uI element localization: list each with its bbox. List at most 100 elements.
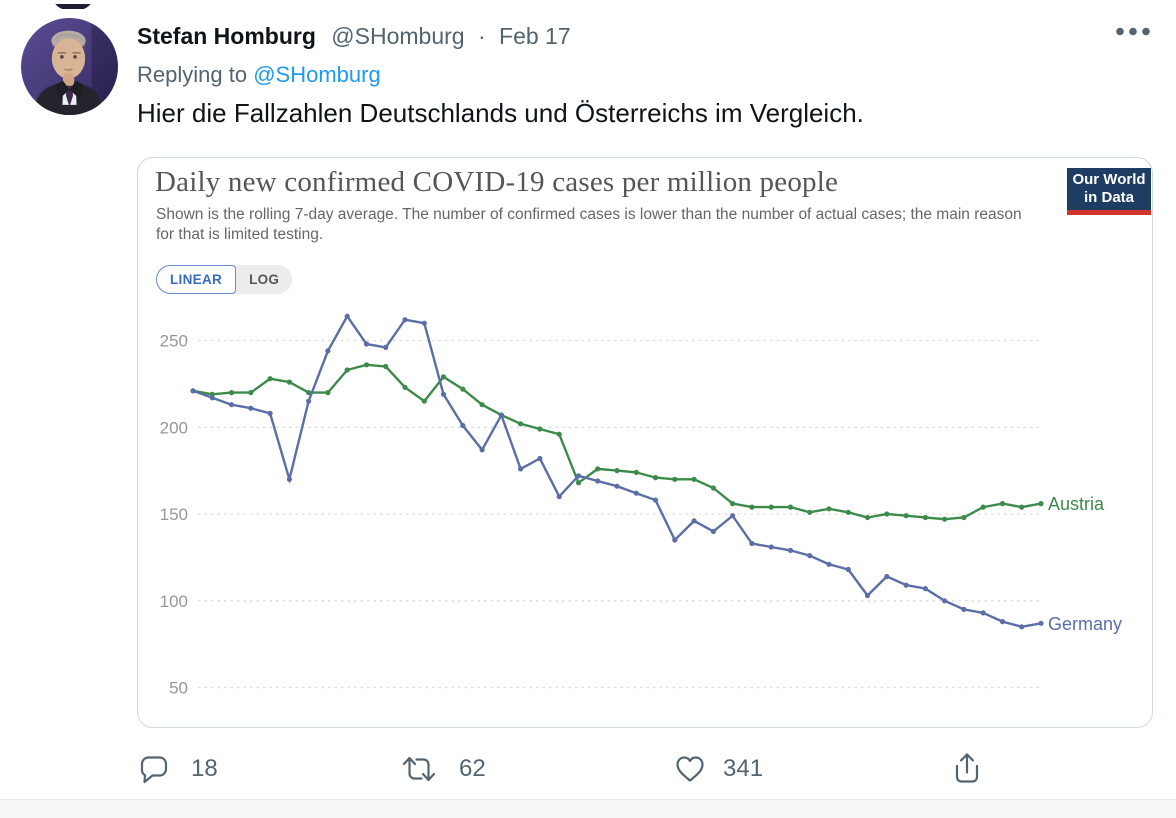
data-point <box>556 431 562 437</box>
data-point <box>730 513 736 519</box>
replying-to-label: Replying to <box>137 62 248 87</box>
data-point <box>363 341 370 347</box>
replying-row: Replying to @SHomburg <box>137 61 381 89</box>
data-point <box>980 610 986 616</box>
data-point <box>248 405 254 411</box>
data-point <box>922 514 929 521</box>
y-axis-tick: 200 <box>160 418 188 437</box>
linear-button[interactable]: LINEAR <box>156 265 237 294</box>
data-point <box>267 410 273 416</box>
data-point <box>344 313 350 319</box>
replying-to-handle[interactable]: @SHomburg <box>253 62 381 87</box>
data-point <box>691 518 697 524</box>
data-point <box>595 466 601 472</box>
data-point <box>922 586 929 592</box>
data-point <box>826 506 832 512</box>
data-point <box>402 317 408 323</box>
data-point <box>190 388 196 394</box>
y-axis-tick: 100 <box>160 592 188 611</box>
tweet-date[interactable]: Feb 17 <box>499 23 571 49</box>
data-point <box>537 455 543 462</box>
share-button[interactable] <box>951 751 983 785</box>
data-point <box>633 469 639 475</box>
data-point <box>999 501 1006 507</box>
chart-subtitle: Shown is the rolling 7-day average. The … <box>156 206 1022 243</box>
data-point <box>864 592 871 599</box>
covid-cases-line-chart: 250 200 150 100 50 Austria Germany <box>160 313 1122 698</box>
data-point <box>460 422 466 429</box>
more-button[interactable] <box>1112 24 1156 39</box>
data-point <box>575 473 582 479</box>
previous-avatar-stub <box>48 0 98 9</box>
data-point <box>267 376 273 382</box>
data-point <box>479 447 485 453</box>
dot-separator: · <box>477 23 486 49</box>
data-point <box>518 421 524 427</box>
data-point <box>479 402 485 408</box>
bottom-divider-strip <box>0 799 1176 818</box>
data-point <box>614 483 620 489</box>
data-point <box>845 509 851 515</box>
data-point <box>1019 624 1025 630</box>
y-axis-tick: 50 <box>169 679 188 698</box>
scale-toggle: LINEAR LOG <box>156 265 293 294</box>
series-label-austria: Austria <box>1048 494 1105 514</box>
data-point <box>807 553 813 559</box>
series-label-germany: Germany <box>1048 614 1122 634</box>
y-axis-tick: 150 <box>160 505 188 524</box>
retweet-icon <box>402 756 436 782</box>
chart-title: Daily new confirmed COVID-19 cases per m… <box>155 166 839 198</box>
data-point <box>961 606 967 612</box>
share-icon <box>955 753 979 783</box>
data-point <box>421 320 427 326</box>
data-point <box>228 390 235 396</box>
data-point <box>633 490 639 496</box>
data-point <box>575 480 582 486</box>
owid-logo-red-bar <box>1067 210 1151 215</box>
author-name[interactable]: Stefan Homburg <box>137 23 316 49</box>
data-point <box>556 494 562 500</box>
data-point <box>864 514 871 521</box>
data-point <box>652 475 659 481</box>
data-point <box>325 390 331 396</box>
data-point <box>460 386 466 392</box>
owid-logo-line1: Our World <box>1072 171 1146 188</box>
data-point <box>614 468 620 474</box>
data-point <box>652 497 659 503</box>
reply-count: 18 <box>191 755 218 782</box>
data-point <box>942 516 948 522</box>
avatar[interactable] <box>21 18 118 115</box>
data-point <box>1038 620 1044 626</box>
data-point <box>980 504 986 510</box>
data-point <box>325 348 331 354</box>
data-point <box>672 537 678 543</box>
data-point <box>942 598 948 604</box>
data-point <box>999 619 1006 625</box>
owid-logo-line2: in Data <box>1083 189 1134 206</box>
data-point <box>807 509 813 515</box>
more-icon <box>1116 27 1150 36</box>
data-point <box>440 391 447 397</box>
data-point <box>768 504 774 510</box>
owid-chart-card: 250 200 150 100 50 Austria Germany Daily new c… <box>137 157 1153 728</box>
log-button[interactable]: LOG <box>249 272 280 287</box>
data-point <box>498 412 504 418</box>
series-line-austria <box>192 363 1042 521</box>
like-button[interactable]: 341 <box>674 753 763 785</box>
reply-button[interactable]: 18 <box>138 753 218 785</box>
author-handle[interactable]: @SHomburg <box>331 23 465 49</box>
data-point <box>691 476 697 482</box>
data-point <box>595 478 601 484</box>
data-point <box>749 540 755 547</box>
data-point <box>209 395 215 401</box>
data-point <box>787 547 794 553</box>
data-point <box>286 379 292 385</box>
data-point <box>845 566 851 573</box>
retweet-button[interactable]: 62 <box>400 753 486 785</box>
data-point <box>248 390 254 396</box>
y-axis-tick: 250 <box>160 332 188 351</box>
data-point <box>518 466 524 472</box>
data-point <box>306 398 312 404</box>
data-point <box>306 390 312 396</box>
owid-logo: Our World in Data <box>1067 168 1151 215</box>
